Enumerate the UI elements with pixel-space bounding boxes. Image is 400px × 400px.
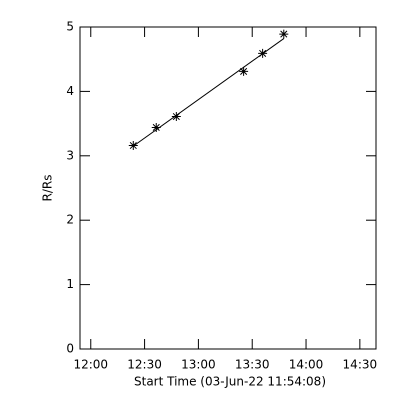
y-tick-label: 4	[66, 84, 74, 98]
x-tick-label: 14:00	[289, 358, 324, 372]
y-tick-label: 3	[66, 148, 74, 162]
asterisk-marker	[171, 112, 181, 122]
x-axis-label: Start Time (03-Jun-22 11:54:08)	[134, 375, 326, 389]
asterisk-marker	[279, 29, 289, 39]
x-tick-label: 13:30	[235, 358, 270, 372]
x-tick-label: 12:00	[73, 358, 108, 372]
asterisk-marker	[128, 140, 138, 150]
y-tick-label: 2	[66, 213, 74, 227]
x-tick-label: 12:30	[127, 358, 162, 372]
fit-line	[132, 38, 285, 147]
y-tick-label: 1	[66, 277, 74, 291]
asterisk-marker	[258, 48, 268, 58]
y-tick-label: 0	[66, 342, 74, 356]
asterisk-marker	[239, 66, 249, 76]
x-tick-label: 14:30	[343, 358, 378, 372]
asterisk-marker	[151, 122, 161, 132]
x-tick-label: 13:00	[181, 358, 216, 372]
plot-frame	[79, 26, 377, 350]
y-axis-label: R/Rs	[41, 175, 55, 202]
y-tick-label: 5	[66, 20, 74, 34]
